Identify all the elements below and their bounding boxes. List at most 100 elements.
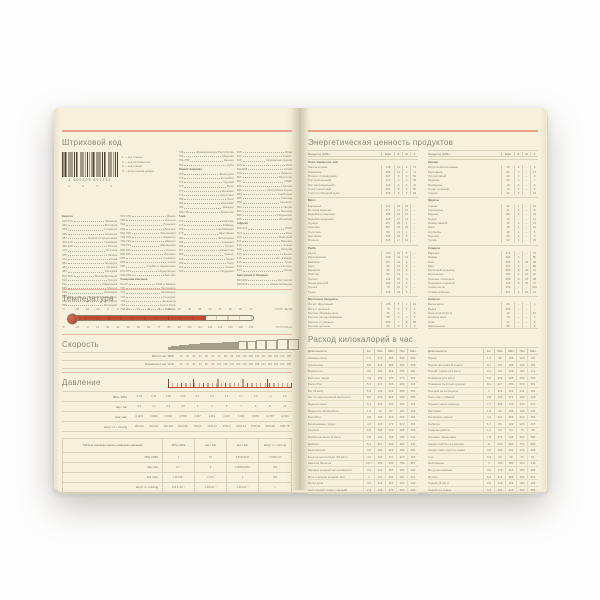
- dotted-leader: [126, 258, 162, 260]
- dotted-leader: [242, 219, 278, 221]
- food-name: Камбала: [308, 259, 320, 264]
- food-name: Молоко цельное: [308, 323, 331, 328]
- pressure-value: 150,012: [134, 425, 144, 428]
- country-name: Аргентина: [219, 192, 234, 197]
- activity-kcal-value: 554: [407, 388, 418, 394]
- pressure-table-row: бар / bar 0,2 0,4 0,6 0,8 1 3 5 7 9 11 13: [62, 402, 292, 412]
- food-kcal: 58: [381, 315, 394, 320]
- conversion-value: 133,3×10⁻⁶: [163, 483, 195, 493]
- pressure-value: 1: [196, 405, 199, 408]
- activity-row: Плавание (2,4 км/ч) 6,6 329 394 460 526: [428, 374, 538, 382]
- food-row: Бананы 89 1–21: [428, 212, 538, 217]
- food-kcal: 42: [501, 191, 514, 196]
- country-code-row: 742 Гондурас: [120, 295, 175, 299]
- speed-value: 224: [261, 363, 266, 366]
- activity-row: Ходьба на лыжах 6,9 346 416 485 554: [428, 487, 538, 494]
- activity-kcal-value: 309: [385, 440, 396, 447]
- activity-kcal-value: 321: [494, 473, 505, 480]
- activity-kcal-value: 8,1: [483, 381, 494, 388]
- dotted-leader: [248, 279, 277, 281]
- activity-kcal-value: 171: [505, 394, 516, 401]
- food-row: Баранина 214 19 15–: [308, 203, 418, 209]
- speed-square-cell: [287, 338, 299, 350]
- activity-row: Пешая прогулка (5,2 км/ч) 3,1 157 189 220 251: [428, 361, 538, 369]
- activity-kcal-value: 3: [483, 460, 494, 467]
- country-code: 893: [236, 208, 242, 213]
- food-kcal: 30: [501, 229, 514, 234]
- speed-value: 110: [242, 355, 247, 358]
- food-fat: 2: [402, 186, 410, 192]
- food-protein: 3: [394, 315, 402, 320]
- food-section: Напитки Белое вино 66– –1 Водка 235– – – Кока-ко…: [428, 295, 538, 329]
- country-code-row: 594 Румыния: [120, 222, 175, 226]
- country-name: Малайзия: [278, 217, 292, 222]
- region-header: Австралия и Океания: [236, 272, 268, 277]
- food-carbs: –: [410, 208, 418, 213]
- dotted-leader: [184, 182, 223, 184]
- food-name: Ананас: [428, 203, 438, 208]
- food-row: Лук репчатый 43 1–9: [428, 174, 538, 179]
- scale-tick-value: 68: [147, 326, 151, 329]
- dotted-leader: [73, 275, 95, 277]
- activity-kcal-value: 161: [527, 388, 538, 394]
- food-row: Водка 235– – –: [428, 306, 538, 311]
- food-kcal: 550: [501, 268, 514, 273]
- food-fat: 4: [402, 263, 410, 269]
- country-name: Бельгия, Люксембург: [88, 294, 118, 299]
- food-row: Окунь морской 103 18 3–: [308, 281, 418, 286]
- activity-kcal-value: 219: [385, 447, 396, 454]
- activity-kcal-value: 600: [396, 394, 407, 401]
- food-protein: 4: [514, 272, 522, 277]
- barcode-image: 4 600309 891732 1 2 3 4: [62, 152, 118, 188]
- calorie-expenditure-tables: Деятельность 1кг 50кг 60кг 70кг 80кг Аквааэроб…: [308, 347, 538, 494]
- speed-value: 112: [217, 363, 222, 366]
- food-name: Бананы: [428, 212, 439, 217]
- scale-tick-value: 104: [187, 326, 192, 329]
- food-kcal: 254: [381, 186, 394, 192]
- barcode-section: Европа 300-379 Франция 380 Болгария 383 Словен…: [62, 150, 292, 311]
- food-name: Варенье: [428, 250, 440, 255]
- food-fat: –: [522, 225, 530, 230]
- food-header-kcal: Ккал: [501, 151, 514, 156]
- dotted-leader: [242, 258, 275, 260]
- food-kcal: 88: [501, 323, 514, 329]
- country-name: Венгрия: [164, 226, 176, 231]
- country-name: Египет: [283, 264, 292, 269]
- country-name: Чили: [226, 197, 234, 202]
- country-name: Сингапур: [279, 200, 292, 205]
- activity-kcal-value: 366: [407, 454, 418, 460]
- food-fat: 8: [402, 233, 410, 239]
- speed-value: 176: [242, 363, 247, 366]
- food-name: Рис (неочищенный): [308, 182, 335, 187]
- dotted-leader: [126, 296, 163, 298]
- country-name: ОАЭ: [285, 162, 292, 167]
- food-fat: –: [522, 174, 530, 179]
- country-code: 487: [178, 248, 184, 253]
- activity-name: Сон: [428, 454, 434, 459]
- food-fat: 10: [522, 272, 530, 277]
- country-code: 629: [236, 162, 242, 167]
- food-carbs: 80: [530, 255, 538, 260]
- speed-square: [168, 346, 172, 350]
- pressure-value: 0,1: [195, 395, 200, 398]
- food-kcal: 156: [381, 233, 394, 239]
- country-code: 484: [62, 269, 67, 274]
- country-code: 385: [62, 231, 67, 236]
- country-code-row: 786 Эквадор: [179, 205, 234, 209]
- food-section-header: Овощи: [428, 160, 438, 164]
- food-kcal: 116: [381, 182, 394, 187]
- activity-kcal-value: 416: [505, 487, 516, 493]
- food-name: Белое вино: [428, 302, 444, 307]
- food-protein: 1: [514, 238, 522, 243]
- food-fat: 10: [402, 212, 410, 217]
- region-header: Европа: [62, 214, 73, 218]
- food-carbs: 68: [530, 276, 538, 282]
- activity-kcal-value: 4,4: [483, 414, 494, 421]
- pressure-row-label: атм / atm: [115, 414, 127, 419]
- activity-kcal-value: 1,1: [483, 427, 494, 434]
- speed-value: 120: [248, 355, 253, 358]
- country-name: Мексика: [222, 154, 234, 159]
- pressure-value: 11: [268, 405, 272, 408]
- scale-tick-value: -20: [85, 308, 90, 311]
- country-name: Тайвань: [222, 223, 234, 228]
